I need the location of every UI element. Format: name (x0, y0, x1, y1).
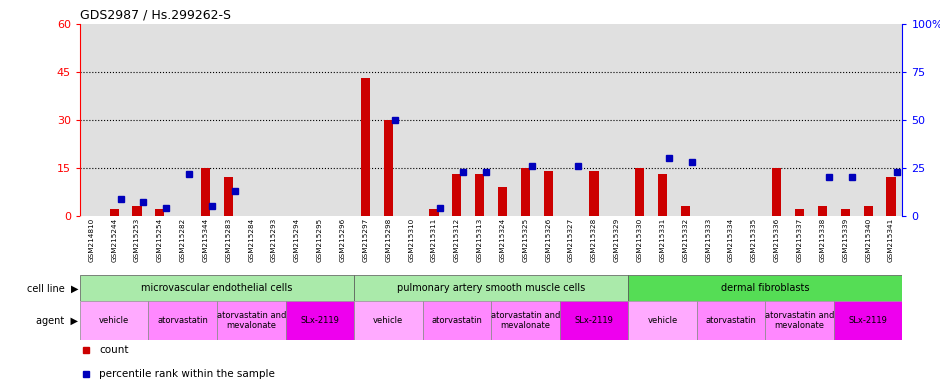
Text: atorvastatin and
mevalonate: atorvastatin and mevalonate (765, 311, 835, 330)
Text: atorvastatin and
mevalonate: atorvastatin and mevalonate (216, 311, 286, 330)
Text: microvascular endothelial cells: microvascular endothelial cells (141, 283, 292, 293)
Bar (452, 174, 462, 216)
Bar (286, 301, 354, 340)
Bar (628, 275, 902, 301)
Bar (498, 187, 508, 216)
Bar (543, 171, 553, 216)
Bar (354, 301, 423, 340)
Bar (80, 301, 149, 340)
Text: GSM215339: GSM215339 (842, 218, 848, 262)
Text: GSM215338: GSM215338 (820, 218, 825, 262)
Text: GSM215298: GSM215298 (385, 218, 391, 262)
Text: GSM215330: GSM215330 (636, 218, 643, 262)
Bar (818, 206, 827, 216)
Text: GSM215331: GSM215331 (660, 218, 666, 262)
Text: percentile rank within the sample: percentile rank within the sample (99, 369, 274, 379)
Text: SLx-2119: SLx-2119 (301, 316, 339, 325)
Text: GSM215312: GSM215312 (454, 218, 460, 262)
Text: GSM215337: GSM215337 (796, 218, 803, 262)
Text: vehicle: vehicle (648, 316, 678, 325)
Bar (635, 168, 644, 216)
Bar (886, 177, 896, 216)
Text: GSM215253: GSM215253 (134, 218, 140, 262)
Text: atorvastatin: atorvastatin (157, 316, 208, 325)
Text: GSM215344: GSM215344 (202, 218, 209, 262)
Bar (80, 275, 354, 301)
Text: GSM215254: GSM215254 (157, 218, 163, 262)
Bar (224, 177, 233, 216)
Text: GSM215283: GSM215283 (226, 218, 231, 262)
Text: pulmonary artery smooth muscle cells: pulmonary artery smooth muscle cells (397, 283, 586, 293)
Bar (430, 209, 439, 216)
Text: atorvastatin: atorvastatin (431, 316, 482, 325)
Bar (589, 171, 599, 216)
Text: dermal fibroblasts: dermal fibroblasts (721, 283, 809, 293)
Bar (354, 275, 628, 301)
Bar (217, 301, 286, 340)
Text: GSM215296: GSM215296 (339, 218, 346, 262)
Text: cell line  ▶: cell line ▶ (26, 283, 78, 293)
Bar (559, 301, 628, 340)
Text: atorvastatin and
mevalonate: atorvastatin and mevalonate (491, 311, 560, 330)
Bar (110, 209, 118, 216)
Text: GSM215332: GSM215332 (682, 218, 688, 262)
Text: SLx-2119: SLx-2119 (849, 316, 887, 325)
Text: GSM215295: GSM215295 (317, 218, 322, 262)
Text: GSM215313: GSM215313 (477, 218, 483, 262)
Bar (475, 174, 484, 216)
Bar (795, 209, 804, 216)
Text: GSM215335: GSM215335 (751, 218, 757, 262)
Bar (697, 301, 765, 340)
Bar (864, 206, 872, 216)
Bar (201, 168, 211, 216)
Text: GSM215341: GSM215341 (888, 218, 894, 262)
Text: GSM215244: GSM215244 (111, 218, 118, 262)
Bar (658, 174, 667, 216)
Text: GSM215340: GSM215340 (865, 218, 871, 262)
Text: GSM215328: GSM215328 (591, 218, 597, 262)
Bar (155, 209, 164, 216)
Bar (765, 301, 834, 340)
Text: GSM215311: GSM215311 (431, 218, 437, 262)
Text: GDS2987 / Hs.299262-S: GDS2987 / Hs.299262-S (80, 8, 231, 21)
Text: GSM215294: GSM215294 (294, 218, 300, 262)
Text: GSM215336: GSM215336 (774, 218, 780, 262)
Bar (628, 301, 697, 340)
Text: count: count (99, 345, 129, 355)
Text: GSM214810: GSM214810 (88, 218, 94, 262)
Bar (772, 168, 781, 216)
Text: GSM215282: GSM215282 (180, 218, 186, 262)
Bar (149, 301, 217, 340)
Text: GSM215333: GSM215333 (705, 218, 712, 262)
Bar (133, 206, 142, 216)
Text: GSM215327: GSM215327 (568, 218, 574, 262)
Text: GSM215329: GSM215329 (614, 218, 619, 262)
Bar (491, 301, 559, 340)
Bar (834, 301, 902, 340)
Bar (521, 168, 530, 216)
Bar (423, 301, 491, 340)
Text: GSM215334: GSM215334 (728, 218, 734, 262)
Text: vehicle: vehicle (99, 316, 130, 325)
Text: atorvastatin: atorvastatin (706, 316, 757, 325)
Bar (681, 206, 690, 216)
Text: GSM215310: GSM215310 (408, 218, 415, 262)
Text: vehicle: vehicle (373, 316, 403, 325)
Text: GSM215324: GSM215324 (499, 218, 506, 262)
Text: GSM215325: GSM215325 (523, 218, 528, 262)
Text: agent  ▶: agent ▶ (36, 316, 78, 326)
Text: GSM215284: GSM215284 (248, 218, 254, 262)
Text: GSM215326: GSM215326 (545, 218, 551, 262)
Bar (361, 78, 370, 216)
Text: SLx-2119: SLx-2119 (574, 316, 614, 325)
Bar (840, 209, 850, 216)
Text: GSM215293: GSM215293 (271, 218, 277, 262)
Text: GSM215297: GSM215297 (363, 218, 368, 262)
Bar (384, 120, 393, 216)
